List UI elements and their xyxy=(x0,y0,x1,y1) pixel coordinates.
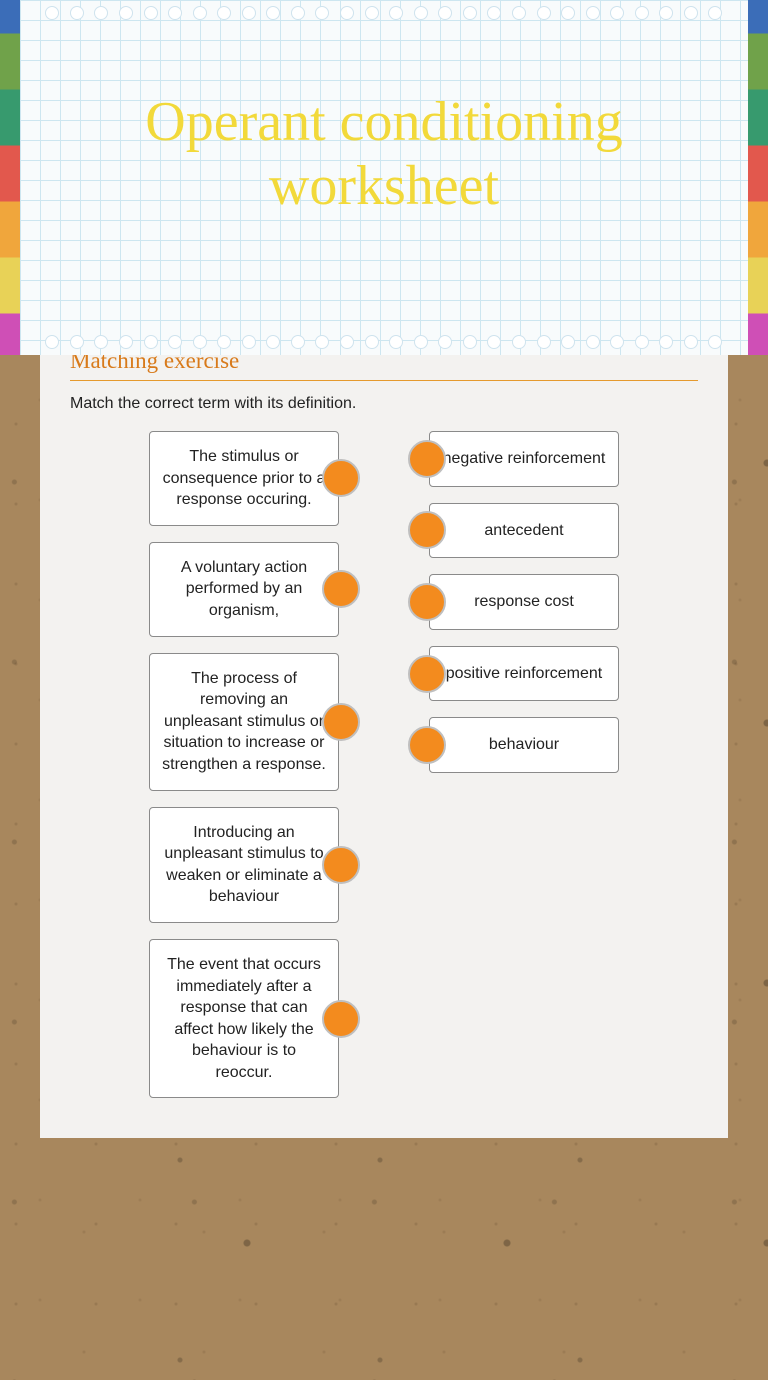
connector-dot[interactable] xyxy=(408,655,446,693)
term-item[interactable]: positive reinforcement xyxy=(429,646,619,702)
term-text: response cost xyxy=(474,591,574,613)
definition-text: The process of removing an unpleasant st… xyxy=(162,670,326,773)
page-title: Operant conditioning worksheet xyxy=(20,90,748,219)
connector-dot[interactable] xyxy=(408,511,446,549)
definition-text: A voluntary action performed by an organ… xyxy=(181,559,307,619)
connector-dot[interactable] xyxy=(322,459,360,497)
definition-item[interactable]: The stimulus or consequence prior to a r… xyxy=(149,431,339,526)
definition-item[interactable]: The process of removing an unpleasant st… xyxy=(149,653,339,791)
definitions-column: The stimulus or consequence prior to a r… xyxy=(149,431,339,1098)
term-item[interactable]: behaviour xyxy=(429,717,619,773)
definition-text: The stimulus or consequence prior to a r… xyxy=(163,448,326,508)
term-text: antecedent xyxy=(484,520,563,542)
definition-item[interactable]: The event that occurs immediately after … xyxy=(149,939,339,1099)
definition-text: Introducing an unpleasant stimulus to we… xyxy=(164,824,323,906)
connector-dot[interactable] xyxy=(408,583,446,621)
term-text: negative reinforcement xyxy=(443,448,606,470)
header-graphpaper: Operant conditioning worksheet xyxy=(0,0,768,355)
term-text: behaviour xyxy=(489,734,559,756)
connector-dot[interactable] xyxy=(408,440,446,478)
instructions-text: Match the correct term with its definiti… xyxy=(70,395,698,413)
terms-column: negative reinforcement antecedent respon… xyxy=(429,431,619,1098)
term-text: positive reinforcement xyxy=(446,663,603,685)
binder-holes-top xyxy=(20,6,748,20)
connector-dot[interactable] xyxy=(322,846,360,884)
definition-text: The event that occurs immediately after … xyxy=(167,956,321,1081)
matching-area: The stimulus or consequence prior to a r… xyxy=(70,431,698,1098)
connector-dot[interactable] xyxy=(408,726,446,764)
connector-dot[interactable] xyxy=(322,570,360,608)
term-item[interactable]: antecedent xyxy=(429,503,619,559)
definition-item[interactable]: Introducing an unpleasant stimulus to we… xyxy=(149,807,339,923)
term-item[interactable]: negative reinforcement xyxy=(429,431,619,487)
term-item[interactable]: response cost xyxy=(429,574,619,630)
binder-holes-bottom xyxy=(20,335,748,349)
cork-background: Matching exercise Match the correct term… xyxy=(0,320,768,1380)
connector-dot[interactable] xyxy=(322,1000,360,1038)
worksheet-card: Matching exercise Match the correct term… xyxy=(40,320,728,1138)
connector-dot[interactable] xyxy=(322,703,360,741)
definition-item[interactable]: A voluntary action performed by an organ… xyxy=(149,542,339,637)
